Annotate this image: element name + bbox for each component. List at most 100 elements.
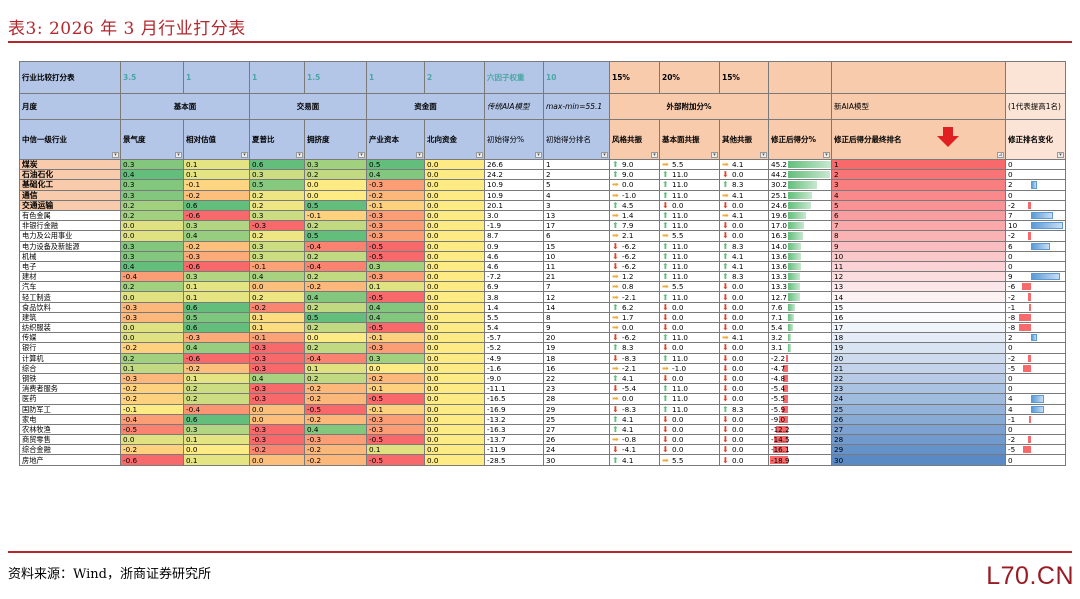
fundamental-resonance-cell[interactable]: ⬆ 11.0: [659, 383, 720, 395]
factor-score-cell[interactable]: 0.3: [304, 158, 367, 171]
filter-dropdown-icon[interactable]: ▾: [175, 152, 182, 158]
initial-rank-cell[interactable]: 22: [543, 372, 610, 385]
rank-change-cell[interactable]: 0: [1005, 250, 1066, 262]
col-header-northbound[interactable]: 北向资金 ▾: [424, 119, 485, 160]
col-header-rank-change[interactable]: 修正排名变化 ▾: [1005, 119, 1066, 160]
factor-score-cell[interactable]: 0.2: [249, 199, 305, 211]
factor-score-cell[interactable]: -0.5: [366, 434, 425, 446]
northbound-cell[interactable]: 0.0: [424, 413, 485, 425]
filter-dropdown-icon[interactable]: ▾: [1057, 152, 1064, 158]
factor-score-cell[interactable]: 0.3: [120, 158, 184, 171]
other-resonance-cell[interactable]: ➡ 4.1: [719, 332, 769, 344]
filter-dropdown-icon[interactable]: ▾: [476, 152, 483, 158]
factor-score-cell[interactable]: 0.1: [183, 454, 250, 466]
factor-score-cell[interactable]: 0.0: [366, 362, 425, 374]
factor-score-cell[interactable]: 0.3: [120, 179, 184, 191]
industry-name-cell[interactable]: 计算机: [19, 352, 121, 364]
northbound-cell[interactable]: 0.0: [424, 199, 485, 211]
northbound-cell[interactable]: 0.0: [424, 403, 485, 415]
industry-name-cell[interactable]: 机械: [19, 250, 121, 262]
rank-change-cell[interactable]: 7: [1005, 209, 1066, 222]
industry-name-cell[interactable]: 房地产: [19, 454, 121, 466]
northbound-cell[interactable]: 0.0: [424, 372, 485, 385]
factor-score-cell[interactable]: -0.5: [366, 250, 425, 262]
adjusted-score-cell[interactable]: 3.2: [768, 332, 832, 344]
factor-score-cell[interactable]: 0.1: [183, 291, 250, 303]
rank-change-cell[interactable]: 0: [1005, 454, 1066, 466]
industry-name-cell[interactable]: 通信: [19, 189, 121, 201]
northbound-cell[interactable]: 0.0: [424, 291, 485, 303]
rank-change-cell[interactable]: 0: [1005, 158, 1066, 171]
final-rank-cell[interactable]: 3: [831, 179, 1006, 191]
final-rank-cell[interactable]: 15: [831, 301, 1006, 313]
final-rank-cell[interactable]: 18: [831, 332, 1006, 344]
initial-score-cell[interactable]: 20.1: [484, 199, 544, 211]
adjusted-score-cell[interactable]: 12.7: [768, 291, 832, 303]
factor-score-cell[interactable]: -0.2: [304, 393, 367, 405]
style-resonance-cell[interactable]: ➡ 2.1: [609, 230, 660, 242]
factor-score-cell[interactable]: -0.4: [120, 271, 184, 283]
northbound-cell[interactable]: 0.0: [424, 434, 485, 446]
fundamental-resonance-cell[interactable]: ⬇ 0.0: [659, 423, 720, 436]
factor-score-cell[interactable]: -0.2: [120, 383, 184, 395]
factor-score-cell[interactable]: 0.1: [183, 372, 250, 385]
other-resonance-cell[interactable]: ⬇ 0.0: [719, 291, 769, 303]
other-resonance-cell[interactable]: ⬇ 0.0: [719, 321, 769, 334]
factor-score-cell[interactable]: 0.3: [366, 352, 425, 364]
col-header-adjusted-score[interactable]: 修正后得分% ▾: [768, 119, 832, 160]
initial-score-cell[interactable]: -5.7: [484, 332, 544, 344]
adjusted-score-cell[interactable]: 17.0: [768, 220, 832, 232]
rank-change-cell[interactable]: 2: [1005, 179, 1066, 191]
style-resonance-cell[interactable]: ⬆ 4.5: [609, 199, 660, 211]
final-rank-cell[interactable]: 4: [831, 189, 1006, 201]
style-resonance-cell[interactable]: ⬆ 4.1: [609, 423, 660, 436]
style-resonance-cell[interactable]: ⬆ 9.0: [609, 169, 660, 181]
factor-score-cell[interactable]: -0.3: [249, 393, 305, 405]
factor-score-cell[interactable]: 0.3: [249, 240, 305, 252]
style-resonance-cell[interactable]: ➡ 1.2: [609, 271, 660, 283]
other-resonance-cell[interactable]: ⬇ 0.0: [719, 434, 769, 446]
col-header-industrial-capital[interactable]: 产业资本 ▾: [366, 119, 425, 160]
final-rank-cell[interactable]: 21: [831, 362, 1006, 374]
northbound-cell[interactable]: 0.0: [424, 321, 485, 334]
factor-score-cell[interactable]: 0.5: [249, 179, 305, 191]
northbound-cell[interactable]: 0.0: [424, 332, 485, 344]
fundamental-resonance-cell[interactable]: ⬇ 0.0: [659, 434, 720, 446]
factor-score-cell[interactable]: -0.2: [304, 281, 367, 293]
factor-score-cell[interactable]: 0.4: [120, 169, 184, 181]
style-resonance-cell[interactable]: ⬆ 6.2: [609, 301, 660, 313]
fundamental-resonance-cell[interactable]: ⬆ 11.0: [659, 352, 720, 364]
factor-score-cell[interactable]: -0.1: [304, 209, 367, 222]
adjusted-score-cell[interactable]: 45.2: [768, 158, 832, 171]
initial-rank-cell[interactable]: 9: [543, 321, 610, 334]
factor-score-cell[interactable]: 0.1: [249, 311, 305, 324]
factor-score-cell[interactable]: 0.5: [304, 199, 367, 211]
final-rank-cell[interactable]: 25: [831, 403, 1006, 415]
initial-score-cell[interactable]: 26.6: [484, 158, 544, 171]
factor-score-cell[interactable]: 0.4: [120, 260, 184, 273]
filter-dropdown-icon[interactable]: ▾: [601, 152, 608, 158]
other-resonance-cell[interactable]: ⬇ 0.0: [719, 362, 769, 374]
fundamental-resonance-cell[interactable]: ⬆ 11.0: [659, 189, 720, 201]
col-header-initial-score[interactable]: 初始得分% ▾: [484, 119, 544, 160]
industry-name-cell[interactable]: 建筑: [19, 311, 121, 324]
northbound-cell[interactable]: 0.0: [424, 352, 485, 364]
adjusted-score-cell[interactable]: -18.9: [768, 454, 832, 466]
other-resonance-cell[interactable]: ⬇ 0.0: [719, 199, 769, 211]
factor-score-cell[interactable]: 0.0: [249, 413, 305, 425]
filter-dropdown-icon[interactable]: ▾: [358, 152, 365, 158]
style-resonance-cell[interactable]: ⬇ -8.3: [609, 403, 660, 415]
factor-score-cell[interactable]: 0.2: [304, 321, 367, 334]
fundamental-resonance-cell[interactable]: ⬆ 11.0: [659, 260, 720, 273]
factor-score-cell[interactable]: 0.0: [249, 454, 305, 466]
northbound-cell[interactable]: 0.0: [424, 169, 485, 181]
col-header-valuation[interactable]: 相对估值 ▾: [183, 119, 250, 160]
factor-score-cell[interactable]: 0.2: [249, 230, 305, 242]
factor-score-cell[interactable]: -0.3: [249, 383, 305, 395]
adjusted-score-cell[interactable]: -5.5: [768, 393, 832, 405]
northbound-cell[interactable]: 0.0: [424, 383, 485, 395]
factor-score-cell[interactable]: -0.3: [120, 372, 184, 385]
final-rank-cell[interactable]: 23: [831, 383, 1006, 395]
factor-score-cell[interactable]: -0.3: [120, 301, 184, 313]
adjusted-score-cell[interactable]: 7.1: [768, 311, 832, 324]
